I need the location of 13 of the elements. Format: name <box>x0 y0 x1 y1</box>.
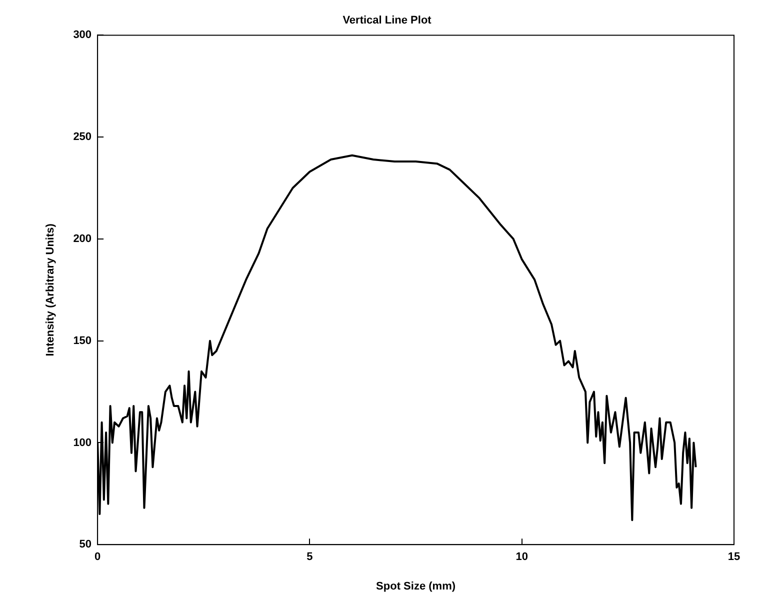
y-tick-label: 50 <box>79 538 92 551</box>
chart-title: Vertical Line Plot <box>342 14 432 27</box>
x-tick-label: 0 <box>94 551 101 564</box>
y-tick-label: 150 <box>73 334 92 347</box>
y-tick-label: 300 <box>73 29 92 42</box>
y-tick-label: 200 <box>73 232 92 245</box>
x-tick-label: 5 <box>306 551 313 564</box>
y-axis-title: Intensity (Arbitrary Units) <box>44 223 57 356</box>
x-tick-label: 10 <box>516 551 528 564</box>
y-tick-label: 250 <box>73 131 92 144</box>
x-tick-label: 15 <box>728 551 740 564</box>
x-axis-title: Spot Size (mm) <box>376 580 456 592</box>
y-tick-label: 100 <box>73 436 92 449</box>
